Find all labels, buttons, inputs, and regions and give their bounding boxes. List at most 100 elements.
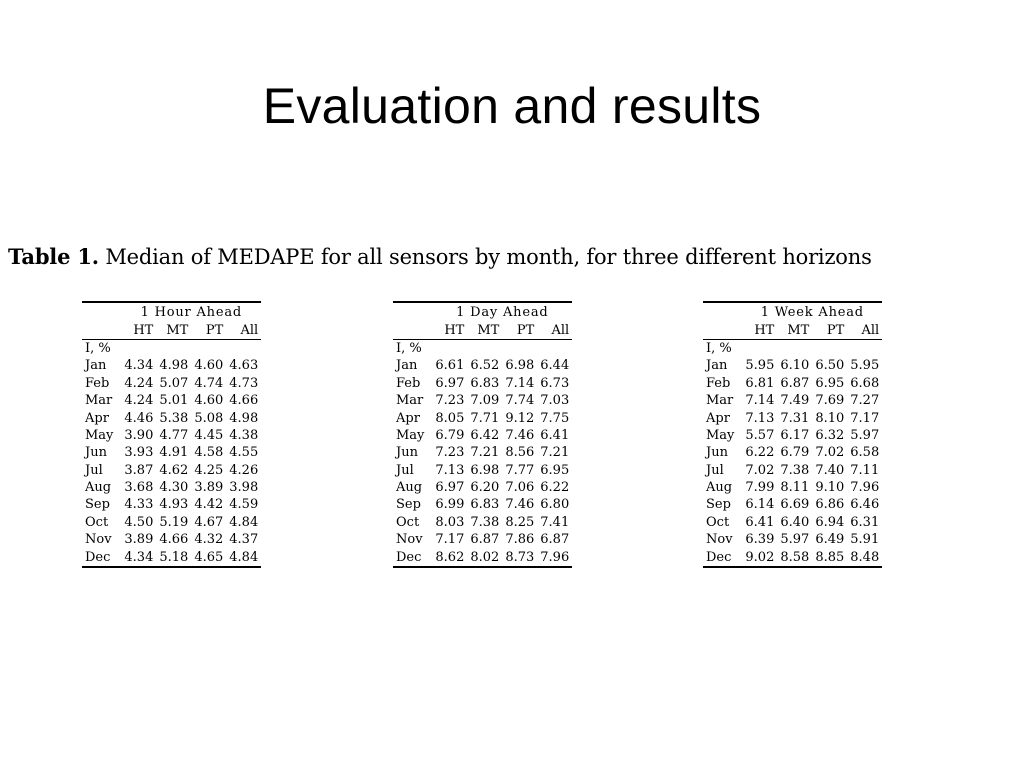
- value-cell: 7.75: [540, 410, 570, 426]
- table-column-row: HT MT PT All: [393, 321, 573, 340]
- value-cell: 7.23: [435, 445, 465, 461]
- column-header-ht: HT: [121, 321, 157, 340]
- column-header-mt: MT: [777, 321, 813, 340]
- value-cell: 6.87: [470, 532, 500, 548]
- month-cell: Feb: [706, 375, 731, 391]
- month-cell: Jul: [85, 462, 103, 478]
- value-cell: 6.58: [850, 445, 880, 461]
- value-cell: 8.58: [777, 548, 813, 568]
- value-cell: 4.84: [229, 514, 259, 530]
- value-cell: 6.31: [850, 514, 880, 530]
- value-cell: 6.86: [815, 497, 845, 513]
- value-cell: 4.93: [159, 497, 189, 513]
- column-header-all: All: [226, 321, 262, 340]
- value-cell: 7.77: [505, 462, 535, 478]
- value-cell: 4.25: [194, 462, 224, 478]
- value-cell: 6.97: [435, 375, 465, 391]
- month-cell: May: [706, 427, 735, 443]
- month-cell: Feb: [396, 375, 421, 391]
- value-cell: 6.69: [780, 497, 810, 513]
- table-group-header: 1 Hour Ahead: [121, 300, 262, 322]
- month-cell: May: [85, 427, 114, 443]
- table-column-blank: [703, 321, 743, 340]
- month-cell: Feb: [85, 375, 110, 391]
- value-cell: 5.95: [850, 358, 880, 374]
- table-row: Dec 9.02 8.58 8.85 8.48: [703, 548, 883, 568]
- value-cell: 6.39: [745, 532, 775, 548]
- value-cell: 8.56: [505, 445, 535, 461]
- value-cell: 3.68: [124, 480, 154, 496]
- value-cell: 6.80: [540, 497, 570, 513]
- month-cell: Dec: [393, 548, 433, 568]
- value-cell: 8.03: [435, 514, 465, 530]
- value-cell: 5.18: [156, 548, 192, 568]
- table-row: Mar 7.14 7.49 7.69 7.27: [703, 392, 882, 409]
- value-cell: 4.59: [229, 497, 259, 513]
- value-cell: 7.23: [435, 393, 465, 409]
- month-cell: Mar: [85, 393, 113, 409]
- table-row: Oct 8.03 7.38 8.25 7.41: [393, 514, 572, 531]
- value-cell: 6.50: [815, 358, 845, 374]
- table-header-row: 1 Week Ahead: [703, 300, 883, 322]
- value-cell: 3.98: [229, 480, 259, 496]
- value-cell: 6.22: [540, 480, 570, 496]
- value-cell: 4.24: [124, 375, 154, 391]
- table-row: Nov 3.89 4.66 4.32 4.37: [82, 531, 261, 548]
- value-cell: 7.31: [780, 410, 810, 426]
- value-cell: 4.50: [124, 514, 154, 530]
- table-unit-row: I, %: [393, 339, 572, 357]
- value-cell: 6.40: [780, 514, 810, 530]
- value-cell: 6.98: [470, 462, 500, 478]
- month-cell: Jun: [706, 445, 728, 461]
- value-cell: 3.93: [124, 445, 154, 461]
- value-cell: 7.17: [435, 532, 465, 548]
- value-cell: 6.17: [780, 427, 810, 443]
- table-cell-empty: [156, 339, 191, 357]
- value-cell: 8.11: [780, 480, 810, 496]
- table-row: Jul 3.87 4.62 4.25 4.26: [82, 462, 261, 479]
- table-header-blank: [393, 300, 433, 322]
- table-row: Aug 6.97 6.20 7.06 6.22: [393, 479, 572, 496]
- value-cell: 4.74: [194, 375, 224, 391]
- value-cell: 7.99: [745, 480, 775, 496]
- value-cell: 4.42: [194, 497, 224, 513]
- value-cell: 5.19: [159, 514, 189, 530]
- value-cell: 3.89: [194, 480, 224, 496]
- month-cell: Mar: [396, 393, 424, 409]
- table-row: Jun 3.93 4.91 4.58 4.55: [82, 444, 261, 461]
- month-cell: Jan: [706, 358, 728, 374]
- value-cell: 6.42: [470, 427, 500, 443]
- table-row: Feb 6.81 6.87 6.95 6.68: [703, 375, 882, 392]
- value-cell: 6.46: [850, 497, 880, 513]
- value-cell: 7.14: [745, 393, 775, 409]
- month-cell: Jul: [706, 462, 724, 478]
- table-row: May 3.90 4.77 4.45 4.38: [82, 427, 261, 444]
- value-cell: 7.38: [780, 462, 810, 478]
- month-cell: Oct: [85, 514, 109, 530]
- value-cell: 4.34: [124, 358, 154, 374]
- table-row: Oct 4.50 5.19 4.67 4.84: [82, 514, 261, 531]
- month-cell: Nov: [706, 532, 733, 548]
- month-cell: Aug: [706, 480, 733, 496]
- month-cell: Jul: [396, 462, 414, 478]
- table-1-week-ahead: 1 Week Ahead HT MT PT All I, % Jan 5.95 6.10 6.50…: [703, 300, 883, 568]
- table-row: Jul 7.02 7.38 7.40 7.11: [703, 462, 882, 479]
- table-cell-empty: [191, 339, 226, 357]
- value-cell: 7.96: [537, 548, 573, 568]
- value-cell: 7.21: [540, 445, 570, 461]
- value-cell: 7.96: [850, 480, 880, 496]
- table-row: Dec 8.62 8.02 8.73 7.96: [393, 548, 573, 568]
- value-cell: 7.46: [505, 427, 535, 443]
- value-cell: 7.21: [470, 445, 500, 461]
- column-header-all: All: [847, 321, 883, 340]
- column-header-ht: HT: [742, 321, 778, 340]
- month-cell: Aug: [85, 480, 112, 496]
- table-header-blank: [703, 300, 743, 322]
- value-cell: 6.94: [815, 514, 845, 530]
- value-cell: 7.06: [505, 480, 535, 496]
- value-cell: 4.38: [229, 427, 259, 443]
- value-cell: 4.60: [194, 393, 224, 409]
- value-cell: 9.02: [742, 548, 778, 568]
- table-caption-text: Median of MEDAPE for all sensors by mont…: [105, 245, 872, 269]
- table-cell-empty: [847, 339, 882, 357]
